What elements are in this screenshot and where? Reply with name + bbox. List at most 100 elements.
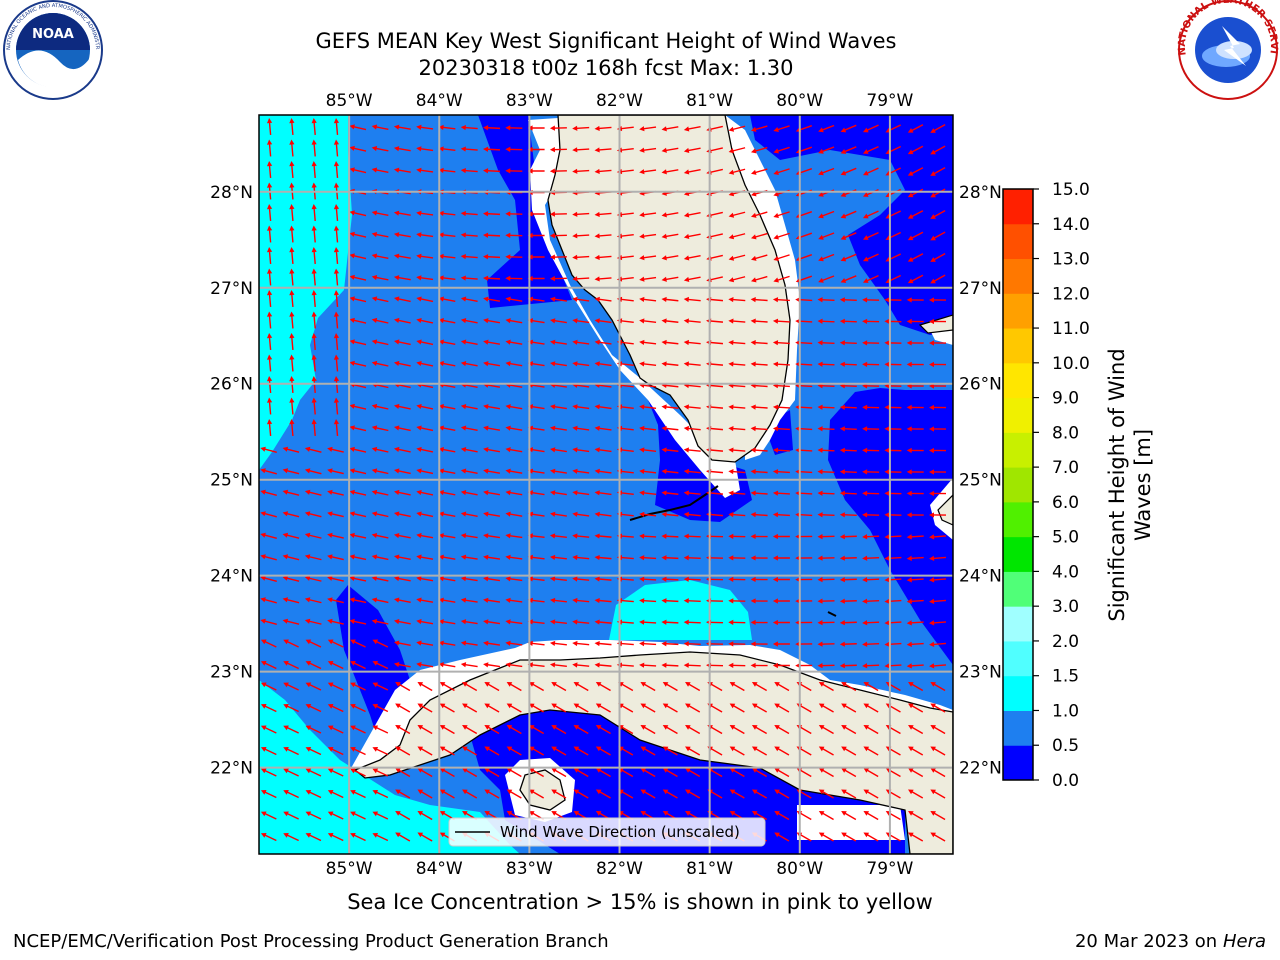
wind-arrow xyxy=(572,576,590,582)
wind-arrow xyxy=(304,446,322,453)
wind-arrow xyxy=(594,147,612,153)
wind-arrow xyxy=(840,124,857,133)
wind-arrow xyxy=(438,275,456,281)
wind-arrow xyxy=(483,125,501,131)
wind-arrow xyxy=(304,511,322,518)
wind-arrow xyxy=(683,168,701,175)
wind-arrow xyxy=(505,254,523,260)
wind-arrow xyxy=(661,641,679,647)
wind-arrow xyxy=(462,703,478,713)
wind-arrow xyxy=(863,811,879,821)
wind-arrow xyxy=(438,146,456,152)
wind-arrow xyxy=(460,468,478,474)
wind-arrow xyxy=(862,231,879,240)
wind-arrow xyxy=(572,511,590,517)
wind-arrow xyxy=(438,124,456,131)
wind-arrow xyxy=(750,555,768,561)
wind-arrow xyxy=(416,533,434,539)
wind-arrow xyxy=(683,468,701,475)
wind-arrow xyxy=(350,639,366,648)
colorbar-tick-label: 1.0 xyxy=(1052,701,1079,721)
wind-arrow xyxy=(462,768,478,778)
wind-arrow xyxy=(817,490,835,496)
wind-arrow xyxy=(371,253,389,260)
wind-arrow xyxy=(439,746,455,756)
wind-arrow xyxy=(661,447,679,453)
wind-arrow xyxy=(594,533,612,539)
wind-arrow xyxy=(929,641,947,647)
wind-arrow xyxy=(594,597,612,604)
wave-band-1.0-1.5-south-of-keys xyxy=(609,580,752,640)
wind-arrow xyxy=(750,361,768,367)
wind-arrow xyxy=(395,746,411,756)
wind-arrow xyxy=(863,832,879,842)
wind-arrow xyxy=(416,146,434,152)
wind-arrow xyxy=(818,232,835,240)
lat-label-right: 25°N xyxy=(959,471,1002,491)
colorbar-tick-label: 2.0 xyxy=(1052,632,1079,652)
wind-arrow xyxy=(327,811,344,820)
wind-arrow xyxy=(395,682,411,692)
wind-arrow xyxy=(416,403,434,410)
wind-arrow xyxy=(305,639,322,648)
wind-arrow xyxy=(639,361,657,367)
wind-arrow xyxy=(266,419,273,437)
wind-arrow xyxy=(289,225,295,243)
colorbar-swatch xyxy=(1003,258,1033,294)
wind-arrow xyxy=(595,768,611,778)
wind-arrow xyxy=(863,725,879,735)
wind-arrow xyxy=(929,490,947,497)
wind-arrow xyxy=(549,233,567,239)
noaa-logo-text: NOAA xyxy=(32,27,74,42)
wind-arrow xyxy=(728,340,746,346)
wind-arrow xyxy=(572,361,590,367)
wind-arrow xyxy=(729,768,745,778)
wind-arrow xyxy=(862,361,880,367)
wind-arrow xyxy=(572,468,590,474)
wind-arrow xyxy=(728,276,746,283)
wind-arrow xyxy=(289,204,295,222)
wind-arrow xyxy=(333,419,340,437)
wind-arrow xyxy=(395,703,411,713)
wind-arrow xyxy=(549,662,567,668)
nws-ring-text: NATIONAL WEATHER SERVICE xyxy=(0,0,1279,56)
wind-arrow xyxy=(930,123,946,133)
wind-arrow xyxy=(349,360,367,367)
wind-arrow xyxy=(394,296,411,303)
wind-arrow xyxy=(839,663,857,669)
wind-arrow xyxy=(304,597,322,604)
wind-arrow xyxy=(333,139,340,157)
wind-arrow xyxy=(817,641,835,647)
colorbar-tick-label: 14.0 xyxy=(1052,215,1090,235)
wind-arrow xyxy=(260,511,277,518)
wind-arrow xyxy=(416,511,434,518)
wind-arrow xyxy=(506,789,522,799)
wind-arrow xyxy=(862,447,880,453)
wind-arrow xyxy=(572,425,590,431)
wind-arrow xyxy=(349,489,367,496)
wind-arrow xyxy=(906,663,924,669)
wind-arrow xyxy=(729,703,745,713)
wind-arrow xyxy=(573,746,589,756)
wind-arrow xyxy=(371,124,389,131)
wind-arrow xyxy=(817,620,835,626)
wind-arrow xyxy=(863,789,879,799)
wind-arrow xyxy=(417,725,433,735)
wind-arrow xyxy=(841,725,857,735)
wind-arrow xyxy=(393,619,411,625)
wind-arrow xyxy=(327,597,344,604)
wind-arrow xyxy=(683,425,701,432)
wind-arrow xyxy=(350,704,366,713)
wind-arrow xyxy=(906,361,924,368)
wind-arrow xyxy=(260,682,277,691)
wind-arrow xyxy=(289,118,295,136)
wind-arrow xyxy=(839,447,857,453)
wind-arrow xyxy=(282,597,300,604)
wind-arrow xyxy=(906,598,924,604)
wind-arrow xyxy=(862,318,880,324)
wind-arrow xyxy=(505,619,523,625)
lon-label-bottom: 83°W xyxy=(506,859,553,879)
wind-arrow xyxy=(305,790,322,799)
wind-arrow xyxy=(818,275,835,283)
wind-arrow xyxy=(683,318,701,324)
